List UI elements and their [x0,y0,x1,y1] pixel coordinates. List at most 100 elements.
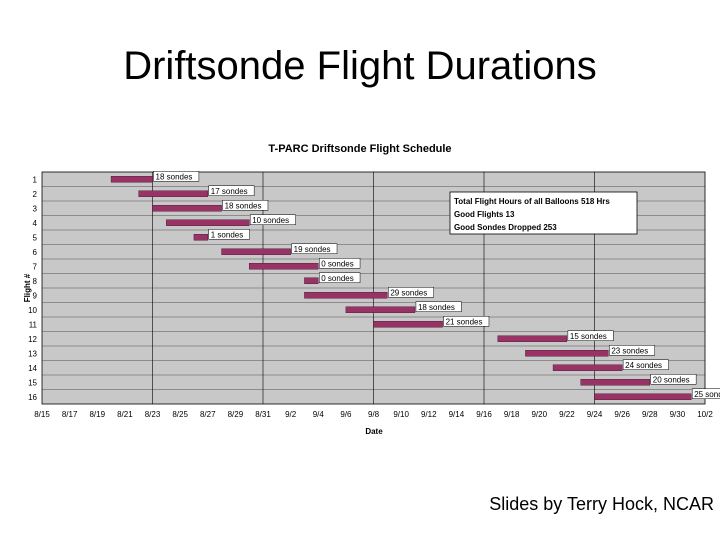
sonde-label: 18 sondes [415,301,462,312]
y-tick-label: 11 [29,320,38,329]
x-tick-label: 8/29 [228,410,244,419]
y-tick-label: 14 [28,364,37,373]
x-tick-label: 9/4 [313,410,325,419]
sonde-label-box [650,374,697,385]
sonde-label-box [443,316,490,327]
x-tick-label: 8/19 [89,410,105,419]
flight-bar [221,248,291,255]
y-tick-label: 8 [33,277,38,286]
sonde-label-box [153,171,200,182]
flight-summary-line: Good Sondes Dropped 253 [454,223,557,232]
sonde-label: 29 sondes [388,287,434,298]
x-tick-label: 8/15 [34,410,50,419]
sonde-label-text: 1 sondes [211,230,243,239]
flight-bar [110,176,153,183]
sonde-label: 0 sondes [319,258,361,269]
sonde-label-text: 18 sondes [156,172,193,181]
flight-bar [525,350,609,357]
sonde-label-text: 17 sondes [211,187,248,196]
y-tick-label: 15 [28,378,37,387]
sonde-label-text: 29 sondes [390,288,427,297]
sonde-label-text: 25 sondes [694,390,720,399]
y-tick-label: 9 [33,291,38,300]
sonde-label-box [319,272,361,283]
x-tick-label: 8/23 [145,410,161,419]
sonde-label: 10 sondes [249,214,296,225]
y-tick-label: 2 [33,190,38,199]
sonde-label-box [415,301,462,312]
flight-bar [373,321,443,328]
x-tick-label: 9/8 [368,410,380,419]
y-tick-label: 7 [33,262,38,271]
y-tick-label: 16 [28,393,37,402]
flight-summary-box: Total Flight Hours of all Balloons 518 H… [449,191,638,235]
sonde-label-text: 0 sondes [321,274,353,283]
x-tick-labels: 8/15 8/17 8/19 8/21 8/23 8/25 8/27 8/29 8/31 9/2 9… [34,410,713,419]
sonde-label: 17 sondes [208,185,255,196]
chart-title: T-PARC Driftsonde Flight Schedule [268,143,451,155]
x-tick-label: 9/18 [504,410,520,419]
y-tick-label: 5 [33,233,38,242]
x-tick-label: 9/2 [285,410,297,419]
sonde-label-box [208,229,250,240]
x-tick-label: 8/17 [62,410,78,419]
x-tick-label: 8/27 [200,410,216,419]
sonde-label-box [622,359,669,370]
flight-bar [193,234,208,241]
x-tick-label: 9/14 [449,410,465,419]
x-tick-label: 9/24 [587,410,603,419]
sonde-label-box [609,345,655,356]
slide-title: Driftsonde Flight Durations [123,44,597,88]
sonde-label-box [249,214,296,225]
flight-bar [248,263,319,270]
sonde-label: 20 sondes [650,374,697,385]
flight-summary-line: Total Flight Hours of all Balloons 518 H… [454,197,610,206]
x-tick-label: 9/22 [559,410,575,419]
sonde-labels: 18 sondes 17 sondes 18 sondes 10 sondes 1 so… [153,171,720,399]
sonde-label-text: 0 sondes [321,259,353,268]
sonde-label-box [567,330,614,341]
x-tick-label: 9/26 [614,410,630,419]
x-tick-label: 9/12 [421,410,437,419]
sonde-label: 19 sondes [291,243,338,254]
x-tick-label: 9/10 [393,410,409,419]
flight-bar [304,277,319,284]
slide-footer: Slides by Terry Hock, NCAR [489,494,714,514]
sonde-label-text: 24 sondes [625,361,662,370]
x-tick-label: 9/30 [670,410,686,419]
flight-summary-box-frame [449,191,638,235]
sonde-label-text: 23 sondes [611,346,648,355]
flight-schedule-chart: T-PARC Driftsonde Flight Schedule 123456… [23,143,720,436]
y-tick-label: 12 [28,335,37,344]
sonde-label-text: 18 sondes [418,303,455,312]
x-tick-label: 9/16 [476,410,492,419]
sonde-label: 25 sondes [691,388,720,399]
sonde-label: 0 sondes [319,272,361,283]
sonde-label: 1 sondes [208,229,250,240]
sonde-label-box [291,243,338,254]
sonde-label-text: 10 sondes [252,216,289,225]
y-tick-label: 13 [28,349,37,358]
sonde-label-box [691,388,720,399]
sonde-label: 18 sondes [153,171,200,182]
x-tick-label: 9/20 [531,410,547,419]
x-tick-label: 8/25 [172,410,188,419]
flight-bar [497,335,568,342]
flight-summary-line: Good Flights 13 [454,210,515,219]
x-axis-label: Date [365,427,383,436]
sonde-label: 21 sondes [443,316,490,327]
y-tick-label: 3 [33,204,38,213]
y-tick-label: 10 [28,306,37,315]
x-tick-label: 9/28 [642,410,658,419]
flight-bars [110,176,692,400]
flight-bar [580,379,650,386]
sonde-label-text: 18 sondes [225,201,262,210]
sonde-label: 24 sondes [622,359,669,370]
flight-bar [152,205,222,212]
sonde-label-text: 21 sondes [446,317,483,326]
flight-bar [345,306,416,313]
sonde-label: 23 sondes [609,345,655,356]
flight-bar [594,393,692,400]
sonde-label-box [319,258,361,269]
x-tick-label: 8/21 [117,410,133,419]
